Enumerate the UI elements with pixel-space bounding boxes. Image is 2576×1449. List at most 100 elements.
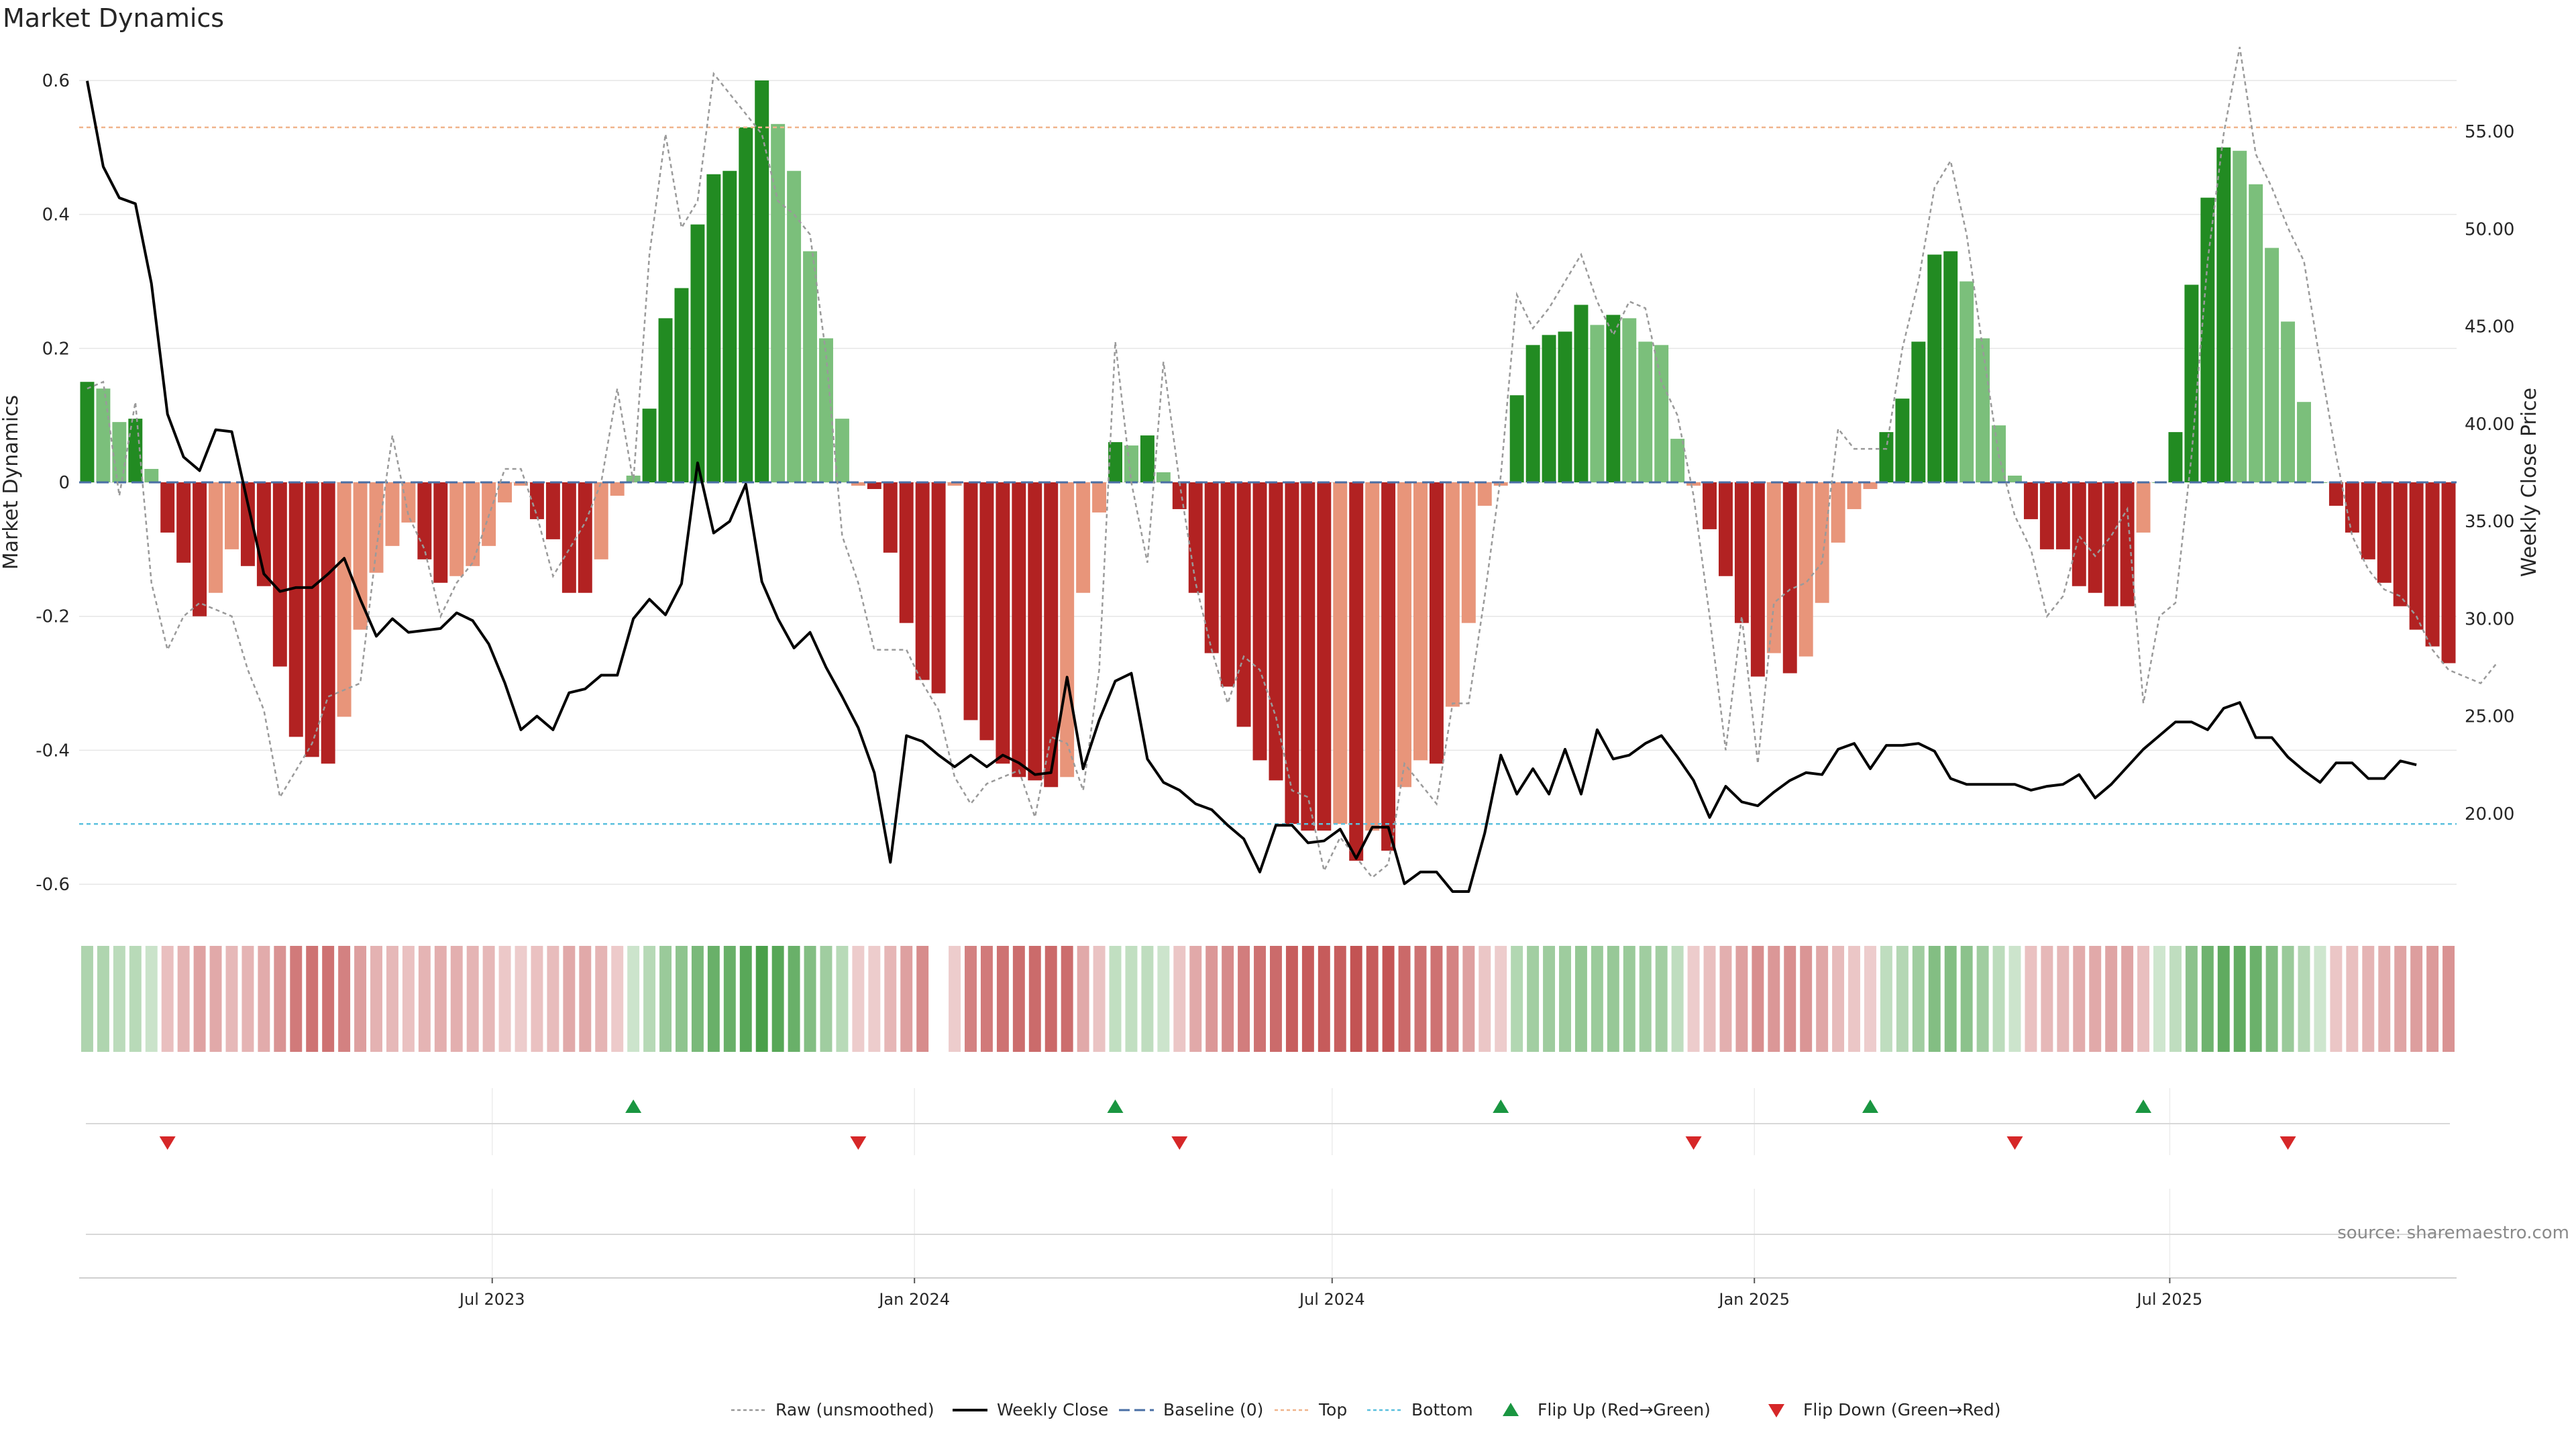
bar	[545, 482, 560, 539]
bar	[2345, 482, 2359, 533]
heat-cell	[402, 946, 415, 1052]
bar	[1622, 318, 1637, 482]
heat-cell	[676, 946, 688, 1052]
bar	[2361, 482, 2375, 559]
bar	[2377, 482, 2392, 583]
heat-cell	[1607, 946, 1619, 1052]
heat-cell	[1527, 946, 1540, 1052]
legend-item: Baseline (0)	[1119, 1400, 1263, 1419]
bar	[498, 482, 513, 502]
heat-cell	[1109, 946, 1122, 1052]
legend-label: Bottom	[1411, 1400, 1473, 1419]
heat-cell	[1366, 946, 1379, 1052]
y2-tick-label: 50.00	[2465, 219, 2514, 239]
heat-cell	[707, 946, 720, 1052]
bar	[1670, 439, 1685, 482]
bar	[561, 482, 576, 593]
bar	[1012, 482, 1026, 777]
bar	[771, 123, 786, 482]
y-tick-label: -0.2	[36, 607, 70, 627]
bar	[803, 251, 818, 482]
bar	[2055, 482, 2070, 549]
heat-cell	[1012, 946, 1025, 1052]
heat-cell	[1495, 946, 1507, 1052]
heat-cell	[611, 946, 624, 1052]
heat-cell	[2008, 946, 2021, 1052]
bar	[2184, 284, 2199, 482]
bar	[1638, 341, 1653, 482]
heat-cell	[1446, 946, 1459, 1052]
bar	[642, 409, 657, 482]
heat-cell	[1735, 946, 1748, 1052]
heat-cell	[1141, 946, 1154, 1052]
heat-cell	[1848, 946, 1860, 1052]
heat-cell	[2073, 946, 2086, 1052]
heat-cell	[81, 946, 93, 1052]
bar	[1558, 331, 1572, 482]
bar	[1108, 442, 1122, 482]
bar	[1317, 482, 1332, 831]
bar	[1606, 315, 1621, 482]
y2-tick-label: 45.00	[2465, 317, 2514, 337]
heat-cell	[1752, 946, 1764, 1052]
heat-cell	[643, 946, 656, 1052]
bar	[288, 482, 303, 737]
heat-cell	[1639, 946, 1652, 1052]
heat-cell	[2282, 946, 2294, 1052]
y2-tick-label: 55.00	[2465, 122, 2514, 142]
bar	[1590, 325, 1605, 482]
heat-cell	[949, 946, 961, 1052]
heat-cell	[225, 946, 238, 1052]
bar	[1204, 482, 1219, 653]
y-tick-label: 0.6	[42, 71, 70, 91]
bar	[1943, 251, 1958, 482]
bar	[2120, 482, 2135, 606]
x-tick-label: Jul 2023	[458, 1290, 525, 1309]
legend-item: Raw (unsmoothed)	[731, 1400, 934, 1419]
heat-cell	[1591, 946, 1603, 1052]
heat-cell	[1928, 946, 1941, 1052]
heat-cell	[2426, 946, 2439, 1052]
bar	[1750, 482, 1765, 677]
heat-cell	[1912, 946, 1925, 1052]
bar	[1269, 482, 1283, 781]
heat-cell	[274, 946, 286, 1052]
flip-down-marker	[2279, 1136, 2296, 1150]
heat-cell	[2346, 946, 2359, 1052]
raw-line	[87, 46, 2498, 879]
bar	[240, 482, 255, 566]
bar	[2216, 147, 2231, 482]
heat-cell	[1687, 946, 1700, 1052]
heat-cell	[1398, 946, 1411, 1052]
y2-tick-label: 35.00	[2465, 512, 2514, 532]
heat-cell	[1960, 946, 1973, 1052]
bar	[1879, 432, 1894, 482]
legend-label: Top	[1318, 1400, 1347, 1419]
bar	[1960, 281, 1974, 482]
bar	[1156, 472, 1171, 482]
legend-item: Flip Up (Red→Green)	[1503, 1400, 1711, 1419]
axes-group: 0.6 0.4 0.2 0 -0.2 -0.4 -0.6 55.00 50.00 45.00 40.…	[0, 71, 2541, 895]
bar	[514, 482, 528, 486]
bar	[1285, 482, 1299, 824]
heat-cell	[531, 946, 543, 1052]
legend-swatch	[1503, 1403, 1519, 1416]
bar	[2393, 482, 2408, 606]
heat-cell	[2105, 946, 2118, 1052]
bar	[1493, 482, 1508, 486]
heat-cell	[1574, 946, 1587, 1052]
heat-cell	[980, 946, 993, 1052]
bar	[1076, 482, 1091, 593]
heat-cell	[1703, 946, 1716, 1052]
x-axis: Jul 2023 Jan 2024 Jul 2024 Jan 2025 Jul 2025	[79, 1189, 2457, 1309]
legend-label: Baseline (0)	[1163, 1400, 1263, 1419]
bar	[1895, 398, 1910, 482]
bar	[1236, 482, 1251, 727]
bar	[835, 419, 849, 482]
heat-cell	[1061, 946, 1073, 1052]
heat-cell	[965, 946, 977, 1052]
heat-cell	[2265, 946, 2278, 1052]
bar	[1574, 305, 1589, 482]
bar	[1220, 482, 1235, 687]
heat-cell	[1382, 946, 1395, 1052]
